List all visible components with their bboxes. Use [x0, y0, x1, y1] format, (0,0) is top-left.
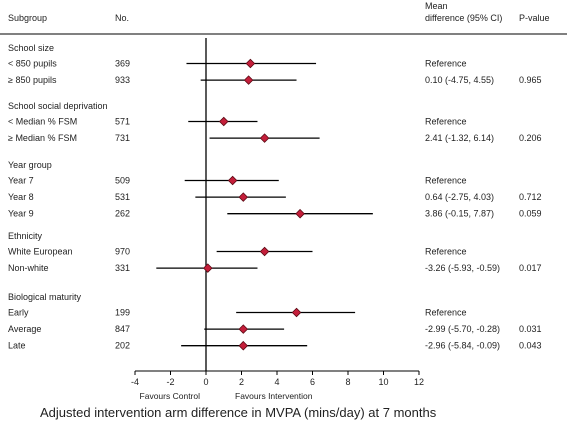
x-tick-label: -4: [131, 377, 139, 387]
header-diff-line1: Mean: [425, 1, 448, 11]
row-diff: Reference: [425, 59, 467, 69]
x-tick-label: 2: [239, 377, 244, 387]
row-diff: -2.96 (-5.84, -0.09): [425, 341, 500, 351]
group-header: School size: [8, 43, 54, 53]
row-n: 933: [115, 75, 130, 85]
x-tick-label: -2: [166, 377, 174, 387]
row-label: Non-white: [8, 263, 49, 273]
row-n: 369: [115, 59, 130, 69]
row-pvalue: 0.031: [519, 324, 542, 334]
row-diff: Reference: [425, 308, 467, 318]
group-header: Year group: [8, 160, 52, 170]
header-subgroup: Subgroup: [8, 13, 47, 23]
estimate-marker: [243, 75, 254, 85]
x-tick-label: 10: [378, 377, 388, 387]
row-n: 199: [115, 308, 130, 318]
estimate-marker: [218, 116, 229, 127]
estimate-marker: [259, 133, 270, 143]
estimate-marker: [238, 192, 249, 202]
estimate-marker: [291, 307, 302, 318]
estimate-marker: [238, 324, 249, 334]
row-n: 731: [115, 133, 130, 143]
row-n: 509: [115, 176, 130, 186]
x-tick-label: 12: [414, 377, 424, 387]
row-label: White European: [8, 247, 73, 257]
row-n: 531: [115, 192, 130, 202]
row-n: 202: [115, 341, 130, 351]
header-row: Subgroup No. Mean difference (95% CI) P-…: [8, 1, 550, 23]
favours-intervention-label: Favours Intervention: [235, 391, 313, 401]
row-diff: -2.99 (-5.70, -0.28): [425, 324, 500, 334]
row-n: 847: [115, 324, 130, 334]
x-tick-label: 6: [310, 377, 315, 387]
row-diff: Reference: [425, 176, 467, 186]
row-label: ≥ Median % FSM: [8, 133, 77, 143]
row-pvalue: 0.043: [519, 341, 542, 351]
group-header: Biological maturity: [8, 292, 82, 302]
row-pvalue: 0.965: [519, 75, 542, 85]
row-label: < Median % FSM: [8, 117, 77, 127]
group-header: Ethnicity: [8, 231, 43, 241]
x-axis-title: Adjusted intervention arm difference in …: [40, 405, 437, 420]
header-diff-line2: difference (95% CI): [425, 13, 502, 23]
x-tick-label: 4: [274, 377, 279, 387]
row-diff: 3.86 (-0.15, 7.87): [425, 209, 494, 219]
row-diff: Reference: [425, 117, 467, 127]
row-diff: 0.64 (-2.75, 4.03): [425, 192, 494, 202]
estimate-marker: [203, 263, 213, 273]
row-n: 571: [115, 117, 130, 127]
header-pvalue: P-value: [519, 13, 550, 23]
row-label: Year 9: [8, 209, 34, 219]
marks-layer: [156, 38, 373, 371]
row-pvalue: 0.206: [519, 133, 542, 143]
favours-control-label: Favours Control: [140, 391, 201, 401]
row-pvalue: 0.712: [519, 192, 542, 202]
row-pvalue: 0.059: [519, 209, 542, 219]
estimate-marker: [245, 58, 256, 69]
row-diff: Reference: [425, 247, 467, 257]
estimate-marker: [259, 246, 270, 257]
row-label: Late: [8, 341, 26, 351]
row-label: Year 8: [8, 192, 34, 202]
group-header: School social deprivation: [8, 101, 108, 111]
header-n: No.: [115, 13, 129, 23]
x-tick-label: 0: [203, 377, 208, 387]
row-label: Average: [8, 324, 41, 334]
estimate-marker: [227, 175, 238, 186]
row-label: ≥ 850 pupils: [8, 75, 57, 85]
row-label: Year 7: [8, 176, 34, 186]
row-n: 331: [115, 263, 130, 273]
rows-layer: School size < 850 pupils 369 Reference ≥ 850…: [8, 43, 542, 351]
row-diff: 2.41 (-1.32, 6.14): [425, 133, 494, 143]
row-n: 262: [115, 209, 130, 219]
row-pvalue: 0.017: [519, 263, 542, 273]
row-label: Early: [8, 308, 29, 318]
x-tick-label: 8: [345, 377, 350, 387]
x-axis: -4 -2 0 2 4 6 8 10 12: [131, 370, 424, 387]
estimate-marker: [238, 340, 249, 351]
row-label: < 850 pupils: [8, 59, 57, 69]
row-diff: 0.10 (-4.75, 4.55): [425, 75, 494, 85]
row-diff: -3.26 (-5.93, -0.59): [425, 263, 500, 273]
estimate-marker: [295, 208, 305, 219]
row-n: 970: [115, 247, 130, 257]
